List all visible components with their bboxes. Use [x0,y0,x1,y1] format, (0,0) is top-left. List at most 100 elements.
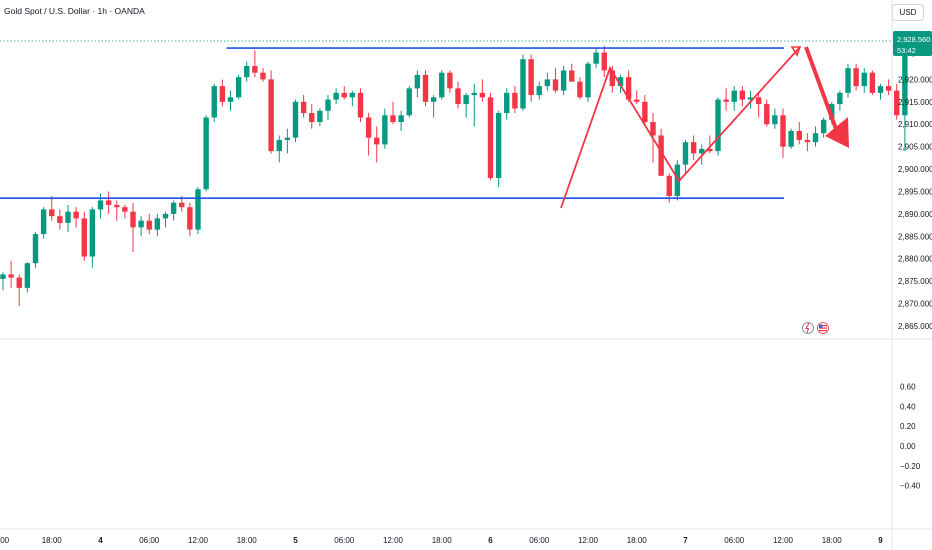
candle-body [634,99,640,102]
time-tick-label: 12:00 [383,536,404,545]
price-axis[interactable]: 2,865.000 2,870.000 2,875.000 2,880.000 2,88… [898,75,932,331]
oscillator-axis[interactable]: 0.60 0.40 0.20 0.00 −0.20 −0.40 [900,383,921,491]
candle-body [203,117,209,190]
candle-body [820,119,827,134]
candle-body [544,79,551,87]
us-flag-icon[interactable] [817,322,829,334]
candle-body [57,216,63,223]
time-tick-label: 18:00 [237,536,258,545]
price-tick-label: 2,875.000 [898,277,932,286]
candle-body [845,68,851,93]
time-tick-label: 18:00 [627,536,648,545]
candle-body [512,92,518,109]
candle-body [536,86,542,96]
candle-body [382,115,388,145]
candle-body [170,202,177,214]
candle-body [49,209,55,217]
candle-body [260,72,266,80]
candle-body [869,72,876,93]
zigzag-line[interactable] [560,46,801,209]
time-tick-label: 18:00 [432,536,453,545]
oscillator-tick-label: −0.20 [900,462,921,471]
zigzag-drawing[interactable] [560,46,849,209]
event-icons[interactable] [802,322,829,334]
candle-body [487,97,494,179]
candle-body [414,74,421,89]
candle-body [552,79,559,91]
oscillator-tick-label: 0.60 [900,383,916,392]
candle-body [715,99,721,152]
candle-body [780,115,786,147]
candle-body [495,113,502,179]
last-price-value: 2,928.560 [897,35,930,44]
candle-body [122,207,128,212]
price-tick-label: 2,880.000 [898,255,932,264]
candle-body [195,189,201,230]
candle-body [187,207,193,230]
candle-body [723,99,729,102]
candle-body [682,142,689,165]
candle-body [398,115,404,122]
candle-body [430,97,437,102]
candle-body [674,164,681,196]
candle-body [593,52,599,64]
candle-body [357,92,364,118]
time-axis[interactable]: :00 18:00 4 06:00 12:00 18:00 5 06:00 12:00 18:00… [0,536,883,545]
candle-body [365,117,372,138]
candle-body [8,274,14,278]
down-arrow-head [825,117,849,148]
candle-body [520,59,526,109]
bar-countdown: 53:42 [897,46,916,55]
time-tick-label: 4 [98,536,103,545]
time-tick-label: 18:00 [42,536,63,545]
candle-body [317,110,323,122]
oscillator-tick-label: 0.20 [900,422,916,431]
candle-body [504,92,510,114]
candle-body [690,142,697,154]
candle-body [40,209,47,235]
candle-body [699,148,705,154]
candle-body [625,77,632,100]
candle-body [97,200,104,210]
time-tick-label: 06:00 [139,536,160,545]
candle-body [747,97,754,100]
price-tick-label: 2,920.000 [898,75,932,84]
price-tick-label: 2,885.000 [898,232,932,241]
price-tick-label: 2,905.000 [898,143,932,152]
candle-body [227,97,234,102]
candle-body [812,133,819,143]
candle-body [130,211,136,228]
candle-body [479,92,486,98]
time-tick-label: 12:00 [188,536,209,545]
candle-body [268,79,274,152]
candle-body [739,90,746,100]
horizontal-lines-group[interactable] [0,47,784,200]
candle-body [114,204,120,208]
candle-body [837,92,843,105]
candle-body [617,77,624,87]
candle-body [32,234,39,264]
candle-body [406,88,412,116]
candle-body [89,209,96,257]
candle-body [162,213,169,219]
candle-body [439,72,445,98]
dividend-flash-icon[interactable] [802,322,814,334]
oscillator-tick-label: 0.00 [900,442,916,451]
time-tick-label: 7 [683,536,688,545]
candle-body [796,130,802,140]
time-tick-label: 06:00 [724,536,745,545]
candle-body [772,115,778,125]
down-arrow-shaft[interactable] [804,46,838,130]
candle-body [650,121,656,136]
time-tick-label: 06:00 [334,536,355,545]
candle-body [24,263,31,288]
price-tick-label: 2,910.000 [898,120,932,129]
candle-body [235,77,242,98]
candle-body [276,139,282,152]
price-tick-label: 2,870.000 [898,300,932,309]
candle-body [219,86,226,102]
candle-body [154,218,161,230]
candle-body [885,86,892,91]
candle-body [300,101,307,114]
